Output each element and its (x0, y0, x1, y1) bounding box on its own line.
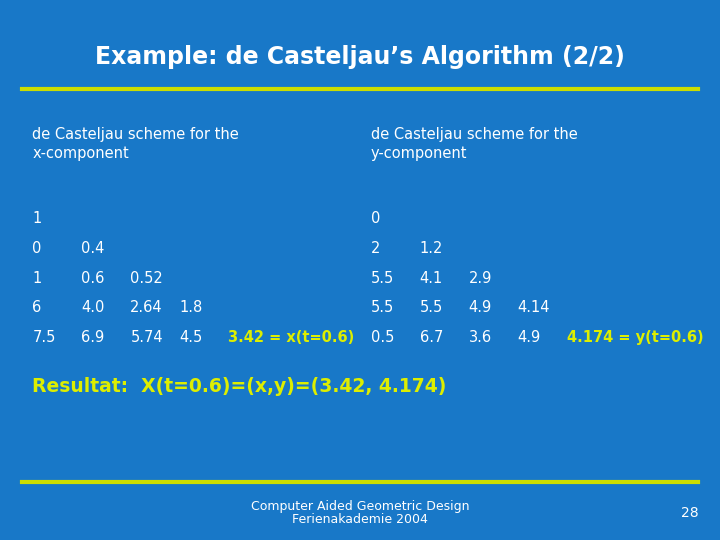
Text: 6: 6 (32, 300, 42, 315)
Text: 1.8: 1.8 (179, 300, 202, 315)
Text: 4.14: 4.14 (518, 300, 550, 315)
Text: 4.174 = y(t=0.6): 4.174 = y(t=0.6) (567, 330, 703, 345)
Text: 4.9: 4.9 (469, 300, 492, 315)
Text: 4.0: 4.0 (81, 300, 104, 315)
Text: 2.64: 2.64 (130, 300, 163, 315)
Text: Computer Aided Geometric Design: Computer Aided Geometric Design (251, 500, 469, 513)
Text: de Casteljau scheme for the: de Casteljau scheme for the (32, 127, 239, 143)
Text: 0.52: 0.52 (130, 271, 163, 286)
Text: x-component: x-component (32, 146, 129, 161)
Text: Example: de Casteljau’s Algorithm (2/2): Example: de Casteljau’s Algorithm (2/2) (95, 45, 625, 69)
Text: 5.5: 5.5 (371, 271, 394, 286)
Text: 0.4: 0.4 (81, 241, 104, 256)
Text: 3.6: 3.6 (469, 330, 492, 345)
Text: de Casteljau scheme for the: de Casteljau scheme for the (371, 127, 577, 143)
Text: 0.5: 0.5 (371, 330, 394, 345)
Text: 1.2: 1.2 (420, 241, 443, 256)
Text: 6.7: 6.7 (420, 330, 443, 345)
Text: 4.5: 4.5 (179, 330, 202, 345)
Text: 7.5: 7.5 (32, 330, 55, 345)
Text: 3.42 = x(t=0.6): 3.42 = x(t=0.6) (228, 330, 354, 345)
Text: 28: 28 (681, 506, 698, 520)
Text: 2: 2 (371, 241, 380, 256)
Text: Ferienakademie 2004: Ferienakademie 2004 (292, 513, 428, 526)
Text: 2.9: 2.9 (469, 271, 492, 286)
Text: 0: 0 (371, 211, 380, 226)
Text: 1: 1 (32, 211, 42, 226)
Text: 4.1: 4.1 (420, 271, 443, 286)
Text: 1: 1 (32, 271, 42, 286)
Text: 0: 0 (32, 241, 42, 256)
Text: y-component: y-component (371, 146, 467, 161)
Text: 5.74: 5.74 (130, 330, 163, 345)
Text: 6.9: 6.9 (81, 330, 104, 345)
Text: 4.9: 4.9 (518, 330, 541, 345)
Text: 5.5: 5.5 (371, 300, 394, 315)
Text: Resultat:  X(t=0.6)=(x,y)=(3.42, 4.174): Resultat: X(t=0.6)=(x,y)=(3.42, 4.174) (32, 376, 447, 396)
Text: 0.6: 0.6 (81, 271, 104, 286)
Text: 5.5: 5.5 (420, 300, 443, 315)
